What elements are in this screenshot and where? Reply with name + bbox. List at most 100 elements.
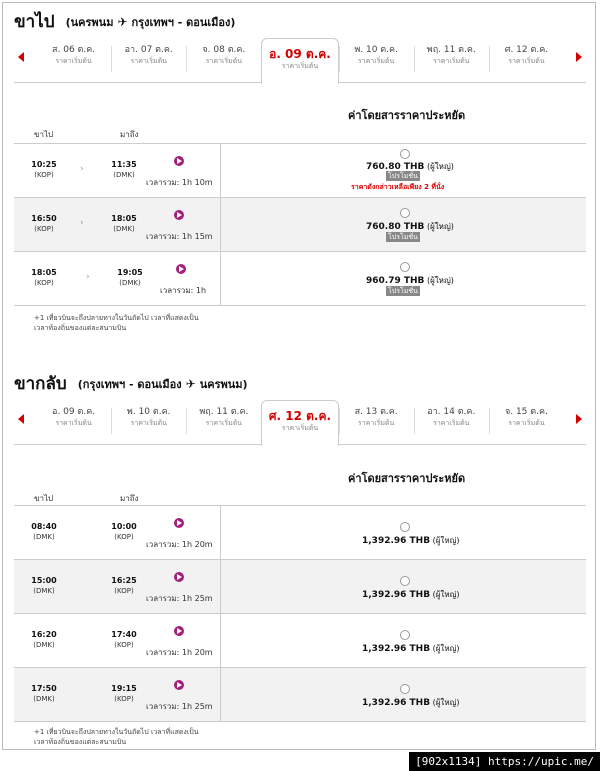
depart-time: 16:50 (KOP) (31, 214, 57, 233)
depart-time: 10:25 (KOP) (31, 160, 57, 179)
flight-row: 17:50 (DMK) 19:15 (KOP) เวลารวม: 1h 25m 1,… (14, 668, 586, 722)
date-label: จ. 08 ต.ค. (202, 45, 246, 55)
fare-radio[interactable] (400, 149, 410, 159)
arrive-time: 11:35 (DMK) (111, 160, 137, 179)
prev-dates-arrow-icon[interactable] (18, 414, 24, 424)
fare-radio[interactable] (400, 630, 410, 640)
route-from: กรุงเทพฯ - ดอนเมือง (82, 377, 182, 391)
airline-icon (174, 518, 184, 528)
fare-radio[interactable] (400, 522, 410, 532)
fare-radio[interactable] (400, 262, 410, 272)
date-tab-selected[interactable]: ศ. 12 ต.ค. ราคาเริ่มต้น (261, 400, 339, 446)
outbound-route: (นครพนม ✈ กรุงเทพฯ - ดอนเมือง) (65, 14, 236, 29)
date-label: พ. 10 ต.ค. (126, 407, 171, 417)
arrive-time: 10:00 (KOP) (111, 522, 137, 541)
date-label: พฤ. 11 ต.ค. (426, 45, 476, 55)
page-frame (2, 2, 596, 750)
date-price: ราคาเริ่มต้น (205, 419, 243, 427)
seats-left-warning: ราคาดังกล่าวเหลือเพียง 2 ที่นั่ง (351, 183, 445, 191)
date-tab[interactable]: ศ. 12 ต.ค. ราคาเริ่มต้น (488, 38, 564, 84)
date-tab[interactable]: อา. 07 ต.ค. ราคาเริ่มต้น (111, 38, 186, 84)
duration: เวลารวม: 1h 15m (146, 232, 213, 241)
date-tab[interactable]: พ. 10 ต.ค. ราคาเริ่มต้น (338, 38, 414, 84)
col-arrive-header: มาถึง (120, 494, 139, 503)
date-label: ส. 06 ต.ค. (52, 45, 96, 55)
fare-type-header: ค่าโดยสารราคาประหยัด (348, 109, 466, 122)
airline-icon (174, 210, 184, 220)
date-label: ศ. 12 ต.ค. (504, 45, 549, 55)
depart-time: 17:50 (DMK) (31, 684, 57, 703)
depart-time: 18:05 (KOP) (31, 268, 57, 287)
fare-type-header: ค่าโดยสารราคาประหยัด (348, 472, 466, 485)
date-tab-selected[interactable]: อ. 09 ต.ค. ราคาเริ่มต้น (261, 38, 339, 84)
date-price: ราคาเริ่มต้น (357, 419, 395, 427)
flight-row: 08:40 (DMK) 10:00 (KOP) เวลารวม: 1h 20m 1,… (14, 506, 586, 560)
plane-icon: ✈ (185, 376, 196, 391)
date-tab[interactable]: อา. 14 ต.ค. ราคาเริ่มต้น (413, 400, 489, 446)
fare-price: 1,392.96 THB (ผู้ใหญ่) (362, 536, 460, 546)
flight-row: 10:25 (KOP) › 11:35 (DMK) เวลารวม: 1h 10m … (14, 144, 586, 198)
arrive-time: 16:25 (KOP) (111, 576, 137, 595)
route-from: นครพนม (70, 15, 114, 29)
col-arrive-header: มาถึง (120, 130, 139, 139)
route-to: นครพนม (199, 377, 243, 391)
chevron-right-icon: › (80, 218, 84, 228)
date-tab[interactable]: จ. 08 ต.ค. ราคาเริ่มต้น (186, 38, 261, 84)
flight-row: 15:00 (DMK) 16:25 (KOP) เวลารวม: 1h 25m 1,… (14, 560, 586, 614)
date-tab[interactable]: จ. 15 ต.ค. ราคาเริ่มต้น (488, 400, 564, 446)
date-label: ส. 13 ต.ค. (354, 407, 398, 417)
date-label: จ. 15 ต.ค. (504, 407, 548, 417)
airline-icon (174, 680, 184, 690)
fare-price: 960.79 THB (ผู้ใหญ่) (366, 276, 454, 286)
col-depart-header: ขาไป (34, 130, 54, 139)
date-tab[interactable]: ส. 06 ต.ค. ราคาเริ่มต้น (36, 38, 111, 84)
route-to: กรุงเทพฯ - ดอนเมือง (131, 15, 231, 29)
duration: เวลารวม: 1h 20m (146, 540, 213, 549)
date-price: ราคาเริ่มต้น (281, 62, 319, 70)
date-label: พฤ. 11 ต.ค. (199, 407, 249, 417)
fare-radio[interactable] (400, 684, 410, 694)
next-dates-arrow-icon[interactable] (576, 52, 582, 62)
fare-radio[interactable] (400, 576, 410, 586)
date-tab[interactable]: พ. 10 ต.ค. ราคาเริ่มต้น (111, 400, 186, 446)
prev-dates-arrow-icon[interactable] (18, 52, 24, 62)
next-dates-arrow-icon[interactable] (576, 414, 582, 424)
promo-badge: โปรโมชั่น (386, 286, 420, 296)
date-price: ราคาเริ่มต้น (130, 419, 167, 427)
promo-badge: โปรโมชั่น (386, 232, 420, 242)
airline-icon (176, 264, 186, 274)
fare-radio[interactable] (400, 208, 410, 218)
date-price: ราคาเริ่มต้น (55, 419, 92, 427)
arrive-time: 18:05 (DMK) (111, 214, 137, 233)
watermark: [902x1134] https://upic.me/ (409, 752, 600, 771)
airline-icon (174, 626, 184, 636)
footnote: +1 เที่ยวบินจะถึงปลายทางในวันถัดไป เวลาท… (34, 314, 199, 332)
flight-row: 16:20 (DMK) 17:40 (KOP) เวลารวม: 1h 20m 1,… (14, 614, 586, 668)
date-label: อา. 07 ต.ค. (124, 45, 173, 55)
date-price: ราคาเริ่มต้น (281, 424, 319, 432)
date-tab[interactable]: พฤ. 11 ต.ค. ราคาเริ่มต้น (413, 38, 489, 84)
fare-price: 1,392.96 THB (ผู้ใหญ่) (362, 590, 460, 600)
plane-icon: ✈ (117, 14, 128, 29)
return-date-bar: อ. 09 ต.ค. ราคาเริ่มต้น พ. 10 ต.ค. ราคาเริ… (14, 400, 586, 446)
fare-price: 1,392.96 THB (ผู้ใหญ่) (362, 644, 460, 654)
date-label: ศ. 12 ต.ค. (268, 409, 332, 423)
depart-time: 16:20 (DMK) (31, 630, 57, 649)
date-price: ราคาเริ่มต้น (205, 57, 243, 65)
date-price: ราคาเริ่มต้น (508, 419, 545, 427)
duration: เวลารวม: 1h (160, 286, 207, 295)
chevron-right-icon: › (86, 272, 90, 282)
return-route: (กรุงเทพฯ - ดอนเมือง ✈ นครพนม) (77, 376, 248, 391)
date-price: ราคาเริ่มต้น (433, 419, 470, 427)
date-tab[interactable]: อ. 09 ต.ค. ราคาเริ่มต้น (36, 400, 111, 446)
date-tab[interactable]: ส. 13 ต.ค. ราคาเริ่มต้น (338, 400, 414, 446)
airline-icon (174, 572, 184, 582)
depart-time: 15:00 (DMK) (31, 576, 57, 595)
return-section: ขากลับ (กรุงเทพฯ - ดอนเมือง ✈ นครพนม) อ. 0… (14, 370, 586, 446)
flight-row: 16:50 (KOP) › 18:05 (DMK) เวลารวม: 1h 15m … (14, 198, 586, 252)
date-tab[interactable]: พฤ. 11 ต.ค. ราคาเริ่มต้น (186, 400, 261, 446)
outbound-flight-table: 10:25 (KOP) › 11:35 (DMK) เวลารวม: 1h 10m … (14, 143, 586, 306)
date-label: อ. 09 ต.ค. (52, 407, 96, 417)
date-price: ราคาเริ่มต้น (55, 57, 92, 65)
arrive-time: 19:05 (DMK) (117, 268, 143, 287)
